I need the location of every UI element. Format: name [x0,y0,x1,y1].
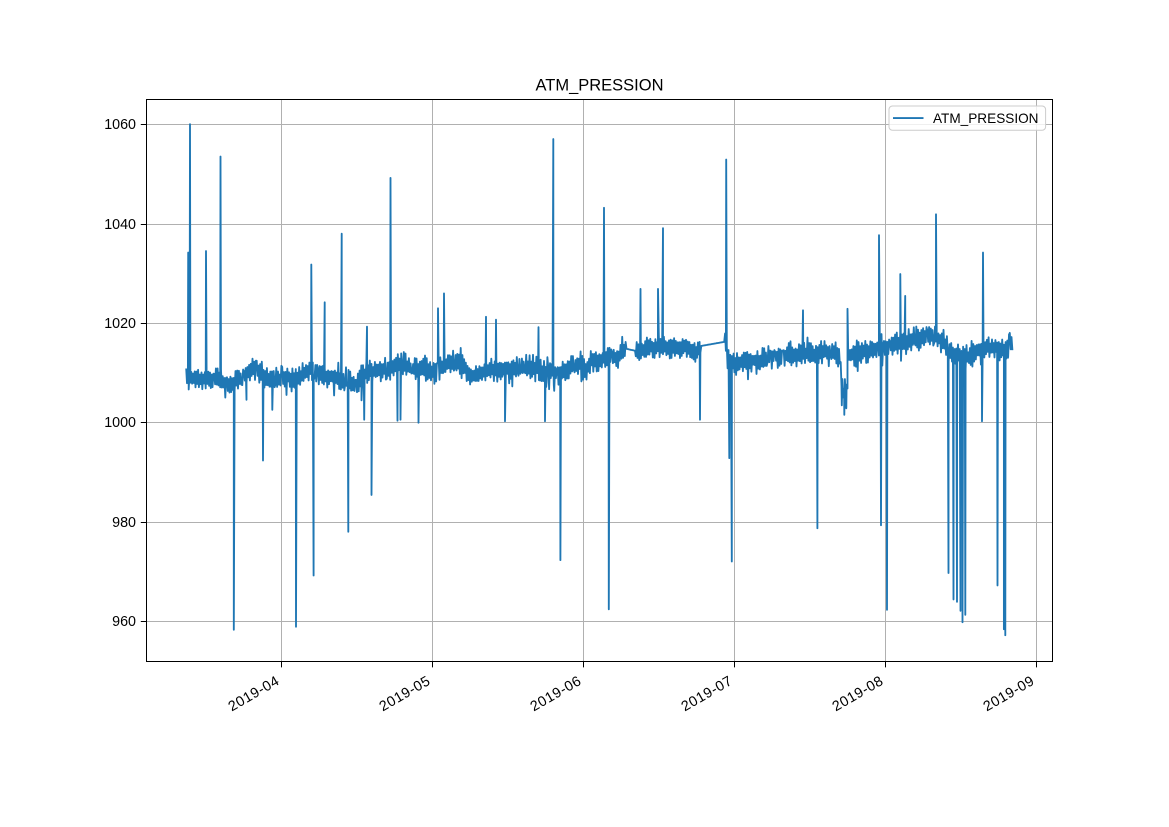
svg-text:1000: 1000 [104,415,136,431]
svg-text:ATM_PRESSION: ATM_PRESSION [535,77,663,95]
svg-text:980: 980 [112,515,136,531]
svg-text:ATM_PRESSION: ATM_PRESSION [933,111,1039,126]
svg-text:1060: 1060 [104,117,136,133]
svg-text:1020: 1020 [104,316,136,332]
svg-text:1040: 1040 [104,217,136,233]
svg-text:960: 960 [112,614,136,630]
